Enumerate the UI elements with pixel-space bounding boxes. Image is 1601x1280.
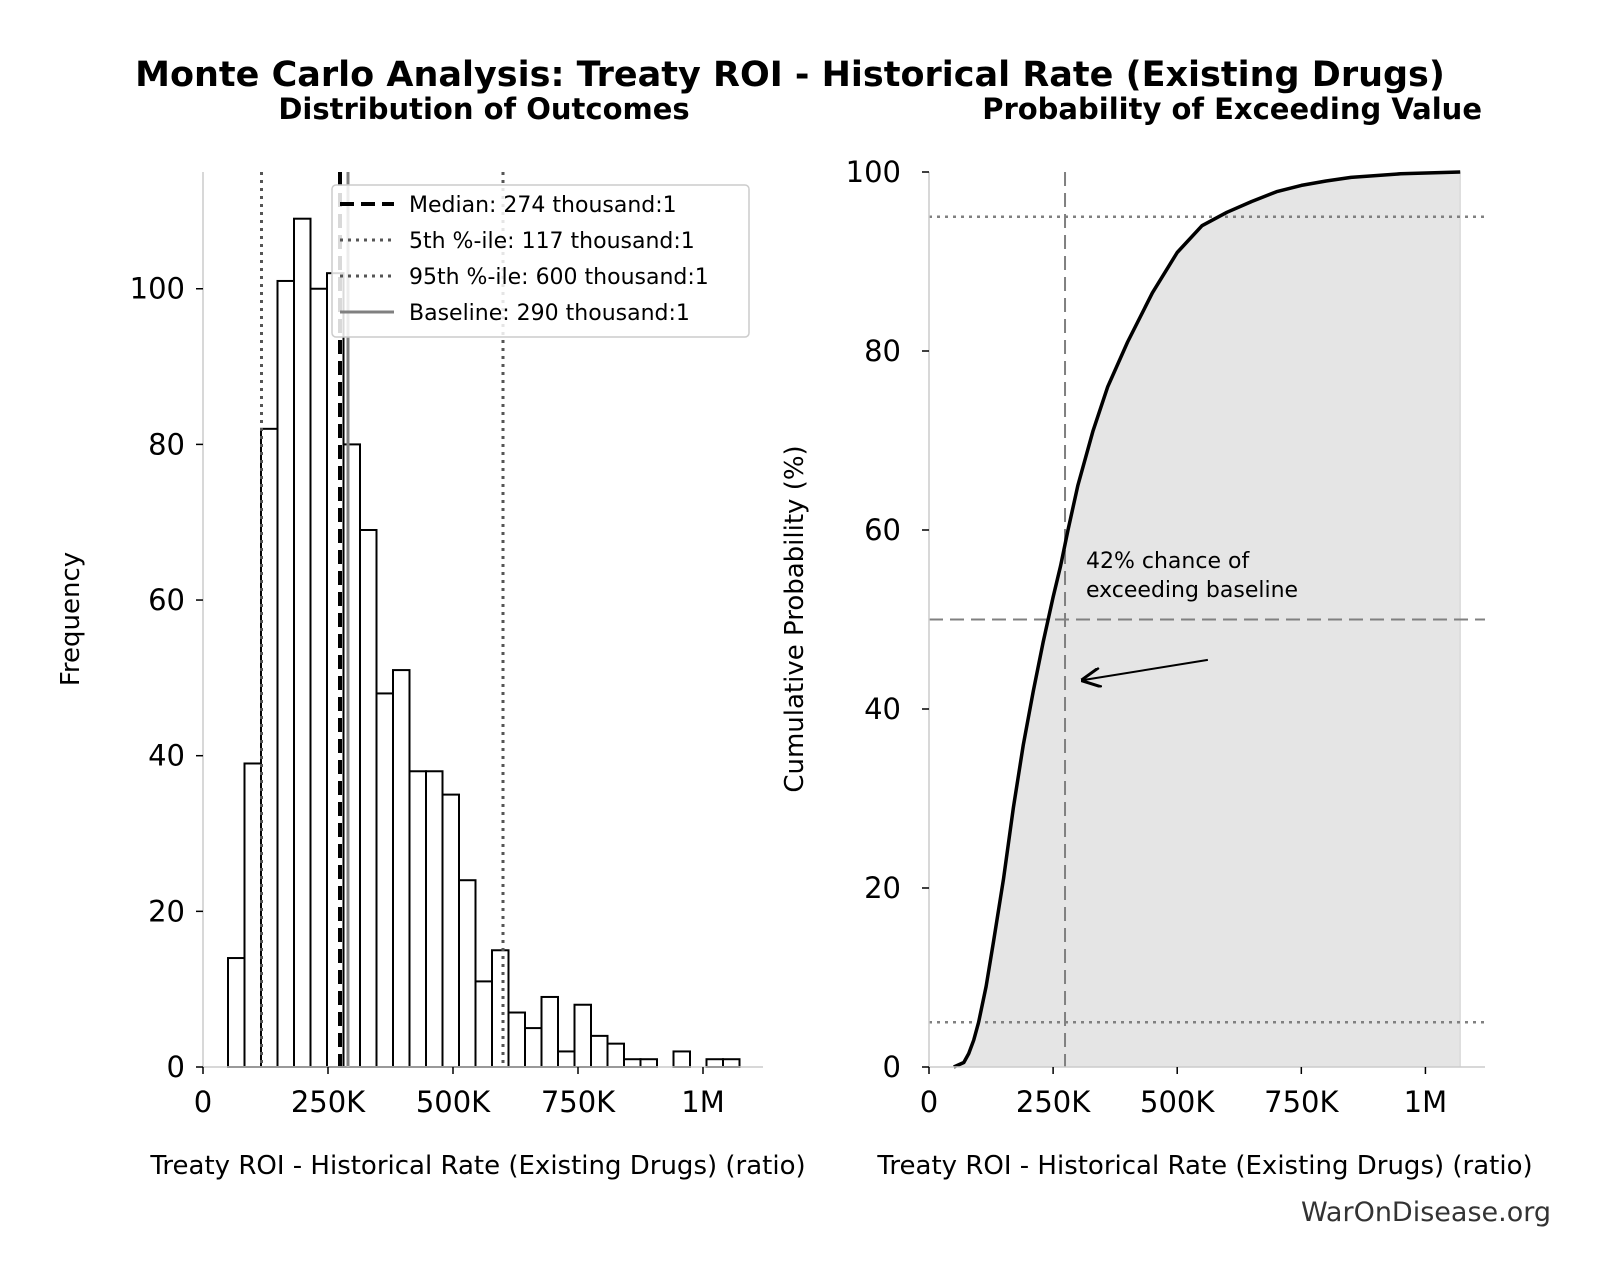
legend-entry: 95th %-ile: 600 thousand:1	[409, 265, 709, 290]
legend-entry: Baseline: 290 thousand:1	[409, 301, 690, 326]
histogram-y-tick-label: 60	[148, 583, 185, 617]
cumulative-axes: 0 250K 500K 750K 1M 0 20 40 60 80 100	[846, 155, 1485, 1119]
histogram-bar	[557, 1050, 576, 1069]
histogram-x-axis-label: Treaty ROI - Historical Rate (Existing D…	[149, 1151, 805, 1181]
histogram-bar	[639, 1058, 658, 1069]
cumulative-x-tick-label: 500K	[1140, 1085, 1215, 1119]
histogram-bar	[590, 1034, 609, 1068]
cumulative-x-tick-label: 1M	[1404, 1085, 1447, 1119]
legend-entry: 5th %-ile: 117 thousand:1	[409, 229, 695, 254]
histogram-bar	[524, 1027, 543, 1068]
histogram-bar	[540, 995, 559, 1069]
cumulative-curve	[953, 170, 1461, 1069]
histogram-bar	[458, 879, 477, 1069]
histogram-y-tick-label: 80	[148, 427, 185, 461]
annotation-line-2: exceeding baseline	[1086, 578, 1298, 603]
histogram-y-tick-label: 0	[167, 1050, 185, 1084]
legend-entry: Median: 274 thousand:1	[409, 193, 677, 218]
histogram-x-tick-label: 750K	[541, 1085, 616, 1119]
histogram-x-tick-label: 1M	[681, 1085, 724, 1119]
cumulative-x-axis-label: Treaty ROI - Historical Rate (Existing D…	[876, 1151, 1532, 1181]
right-subplot-title: Probability of Exceeding Value	[982, 92, 1482, 126]
cumulative-reference-lines	[929, 172, 1485, 1067]
histogram-x-tick-label: 250K	[291, 1085, 366, 1119]
histogram-bar	[623, 1058, 642, 1069]
annotation-line-1: 42% chance of	[1086, 549, 1250, 574]
histogram-y-tick-label: 40	[148, 739, 185, 773]
figure-title: Monte Carlo Analysis: Treaty ROI - Histo…	[135, 55, 1445, 95]
histogram-bar	[408, 770, 427, 1068]
cumulative-panel: 0 250K 500K 750K 1M 0 20 40 60 80 100 42% chance o…	[780, 155, 1533, 1181]
histogram-bar	[672, 1050, 691, 1069]
histogram-bar	[359, 529, 378, 1068]
histogram-bar	[425, 770, 444, 1068]
histogram-x-tick-label: 500K	[416, 1085, 491, 1119]
histogram-bar	[342, 443, 361, 1068]
histogram-bars	[227, 217, 741, 1069]
histogram-axes: 0 250K 500K 750K 1M 0 20 40 60 80 100	[130, 172, 763, 1119]
cumulative-y-axis-label: Cumulative Probability (%)	[780, 445, 810, 792]
left-subplot-title: Distribution of Outcomes	[278, 92, 689, 126]
histogram-bar	[441, 793, 460, 1068]
histogram-bar	[606, 1042, 625, 1069]
histogram-bar	[293, 217, 312, 1068]
legend-box	[331, 184, 750, 338]
histogram-bar	[491, 949, 510, 1068]
histogram-bar	[507, 1011, 526, 1068]
cumulative-x-tick-label: 0	[920, 1085, 938, 1119]
histogram-y-tick-label: 20	[148, 894, 185, 928]
histogram-legend: Median: 274 thousand:1 5th %-ile: 117 tho…	[331, 184, 750, 338]
histogram-bar	[243, 762, 262, 1068]
histogram-bar	[260, 427, 279, 1068]
histogram-bar	[227, 957, 246, 1068]
histogram-bar	[375, 692, 394, 1068]
cumulative-y-tick-label: 0	[883, 1050, 901, 1084]
histogram-y-axis-label: Frequency	[56, 552, 86, 686]
annotation-arrow	[1083, 658, 1209, 680]
histogram-bar	[573, 1003, 592, 1069]
histogram-bar	[392, 669, 411, 1069]
histogram-panel: 0 250K 500K 750K 1M 0 20 40 60 80 100 Treaty ROI -…	[56, 172, 806, 1181]
histogram-bar	[474, 980, 493, 1068]
cumulative-y-tick-label: 100	[846, 155, 901, 189]
histogram-bar	[276, 279, 295, 1068]
histogram-x-tick-label: 0	[194, 1085, 212, 1119]
cumulative-y-tick-label: 80	[864, 334, 901, 368]
histogram-y-tick-label: 100	[130, 272, 185, 306]
cumulative-x-tick-label: 250K	[1016, 1085, 1091, 1119]
cumulative-y-tick-label: 20	[864, 871, 901, 905]
cumulative-y-tick-label: 40	[864, 692, 901, 726]
credit-text: WarOnDisease.org	[1301, 1197, 1551, 1228]
histogram-bar	[309, 287, 328, 1068]
cumulative-y-tick-label: 60	[864, 513, 901, 547]
cumulative-x-tick-label: 750K	[1264, 1085, 1339, 1119]
histogram-bar	[722, 1058, 741, 1069]
histogram-bar	[705, 1058, 724, 1069]
